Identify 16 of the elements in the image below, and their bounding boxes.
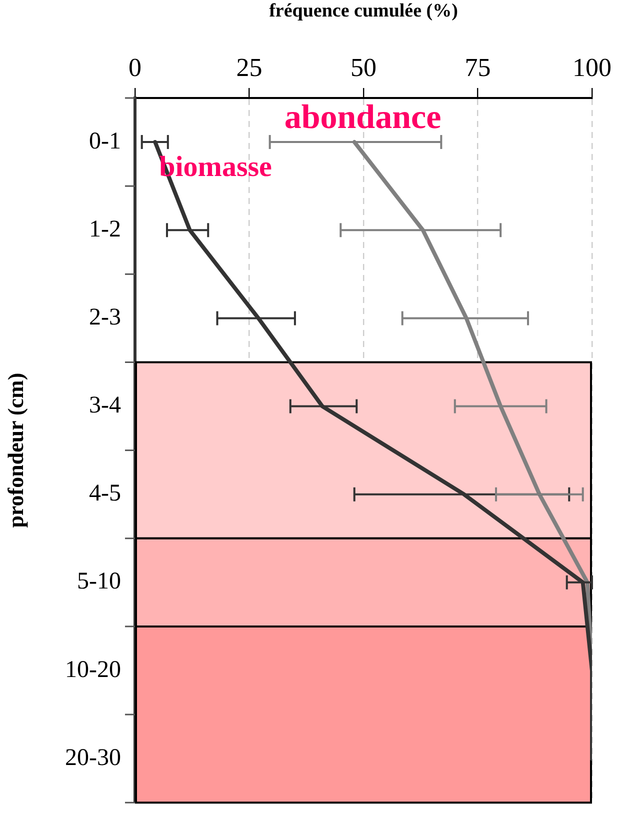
y-tick-label: 1-2 xyxy=(89,216,121,242)
x-axis-title: fréquence cumulée (%) xyxy=(269,0,458,22)
y-tick-label: 20-30 xyxy=(65,744,121,771)
x-tick-label: 25 xyxy=(236,53,262,82)
x-tick-label: 100 xyxy=(572,53,612,82)
y-tick-label: 4-5 xyxy=(89,480,121,507)
y-axis-title: profondeur (cm) xyxy=(2,372,28,528)
y-tick-label: 2-3 xyxy=(89,304,121,330)
x-tick-label: 0 xyxy=(128,53,142,82)
series-label: abondance xyxy=(284,98,442,136)
y-tick-label: 10-20 xyxy=(65,656,121,683)
y-tick-label: 0-1 xyxy=(89,128,121,154)
x-tick-label: 50 xyxy=(350,53,376,82)
y-tick-label: 3-4 xyxy=(89,392,121,419)
x-tick-label: 75 xyxy=(464,53,491,82)
y-tick-label: 5-10 xyxy=(77,568,121,595)
